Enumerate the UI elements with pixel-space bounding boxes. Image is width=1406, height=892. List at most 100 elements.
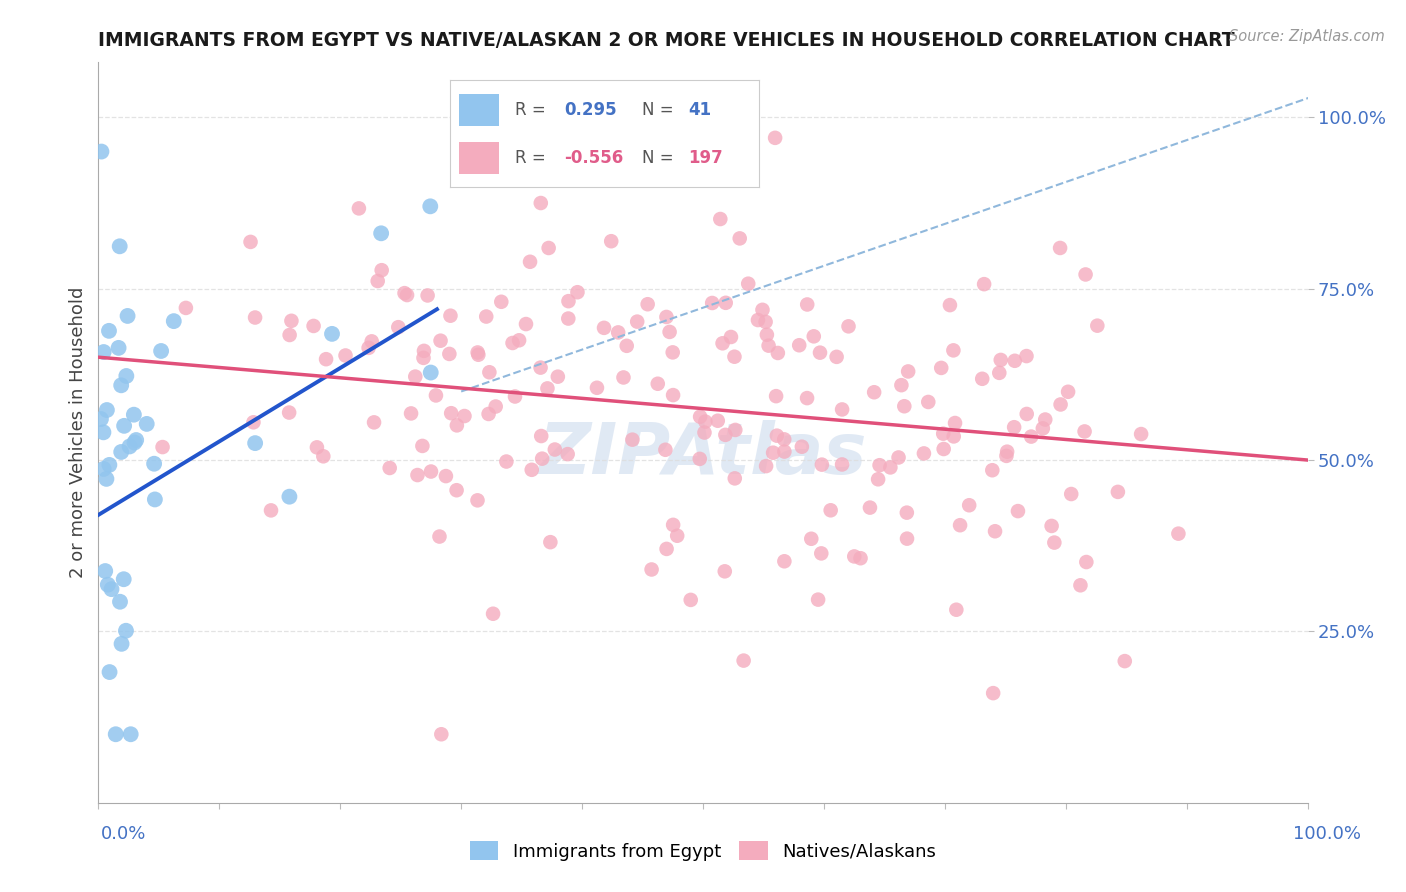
Point — [419, 366, 441, 380]
Text: ZIPAtlas: ZIPAtlas — [538, 420, 868, 490]
Point — [702, 296, 724, 310]
Text: R =: R = — [515, 102, 546, 120]
Point — [531, 451, 554, 466]
Point — [98, 458, 121, 472]
Point — [887, 450, 910, 465]
Point — [478, 365, 501, 379]
Point — [446, 483, 468, 498]
Point — [600, 234, 623, 248]
Point — [658, 325, 681, 339]
Point — [1114, 654, 1136, 668]
Point — [557, 311, 579, 326]
Point — [93, 345, 115, 359]
Point — [411, 439, 433, 453]
Point — [662, 388, 685, 402]
Point — [917, 395, 939, 409]
Point — [503, 390, 526, 404]
Point — [1049, 397, 1071, 411]
Point — [679, 593, 702, 607]
Point — [796, 391, 818, 405]
Point — [370, 227, 392, 241]
Point — [773, 433, 796, 447]
Point — [713, 565, 735, 579]
Point — [467, 348, 489, 362]
Point — [762, 446, 785, 460]
Point — [538, 535, 561, 549]
Point — [859, 500, 882, 515]
Text: 100.0%: 100.0% — [1294, 825, 1361, 843]
Point — [367, 274, 389, 288]
Text: Source: ZipAtlas.com: Source: ZipAtlas.com — [1229, 29, 1385, 45]
Point — [943, 416, 966, 430]
Point — [995, 449, 1018, 463]
Point — [475, 310, 498, 324]
Point — [586, 381, 609, 395]
Point — [107, 341, 129, 355]
Point — [984, 524, 1007, 539]
Point — [243, 310, 266, 325]
Point — [724, 471, 747, 485]
Point — [831, 402, 853, 417]
Point — [932, 442, 955, 456]
Point — [704, 131, 727, 145]
Point — [1004, 353, 1026, 368]
Point — [413, 343, 436, 358]
Point — [96, 472, 118, 486]
Point — [90, 145, 112, 159]
Point — [115, 368, 138, 383]
Point — [94, 564, 117, 578]
Point — [1130, 427, 1153, 442]
Point — [530, 196, 553, 211]
Point — [260, 503, 283, 517]
Point — [733, 654, 755, 668]
Point — [654, 442, 676, 457]
Point — [280, 314, 302, 328]
Point — [751, 302, 773, 317]
Point — [807, 592, 830, 607]
Point — [567, 285, 589, 300]
Point — [439, 309, 461, 323]
Point — [98, 665, 121, 679]
Point — [425, 388, 447, 402]
Point — [491, 294, 513, 309]
Point — [868, 472, 890, 486]
Point — [1073, 425, 1095, 439]
Point — [118, 440, 141, 454]
Point — [1074, 268, 1097, 282]
Point — [737, 277, 759, 291]
Point — [143, 492, 166, 507]
Point — [893, 399, 915, 413]
Point — [100, 582, 122, 596]
Point — [434, 469, 457, 483]
Point — [305, 441, 328, 455]
Point — [790, 440, 813, 454]
Point — [1167, 526, 1189, 541]
Point — [412, 351, 434, 365]
Point — [315, 352, 337, 367]
Point — [122, 408, 145, 422]
Point — [709, 212, 731, 227]
Point — [495, 454, 517, 468]
Point — [825, 350, 848, 364]
Point — [890, 378, 912, 392]
Point — [896, 506, 918, 520]
Point — [110, 378, 132, 392]
Point — [1085, 318, 1108, 333]
Point — [90, 412, 112, 426]
Point — [1019, 429, 1042, 443]
Point — [612, 370, 634, 384]
Point — [758, 338, 780, 352]
Point — [420, 465, 443, 479]
Point — [360, 334, 382, 349]
Point — [515, 317, 537, 331]
Point — [990, 353, 1012, 368]
Point — [439, 347, 461, 361]
Point — [399, 406, 422, 420]
Point — [689, 409, 711, 424]
Point — [995, 444, 1018, 458]
Point — [949, 518, 972, 533]
Point — [763, 131, 786, 145]
Point — [666, 529, 689, 543]
Text: 197: 197 — [688, 150, 723, 168]
Point — [152, 440, 174, 454]
